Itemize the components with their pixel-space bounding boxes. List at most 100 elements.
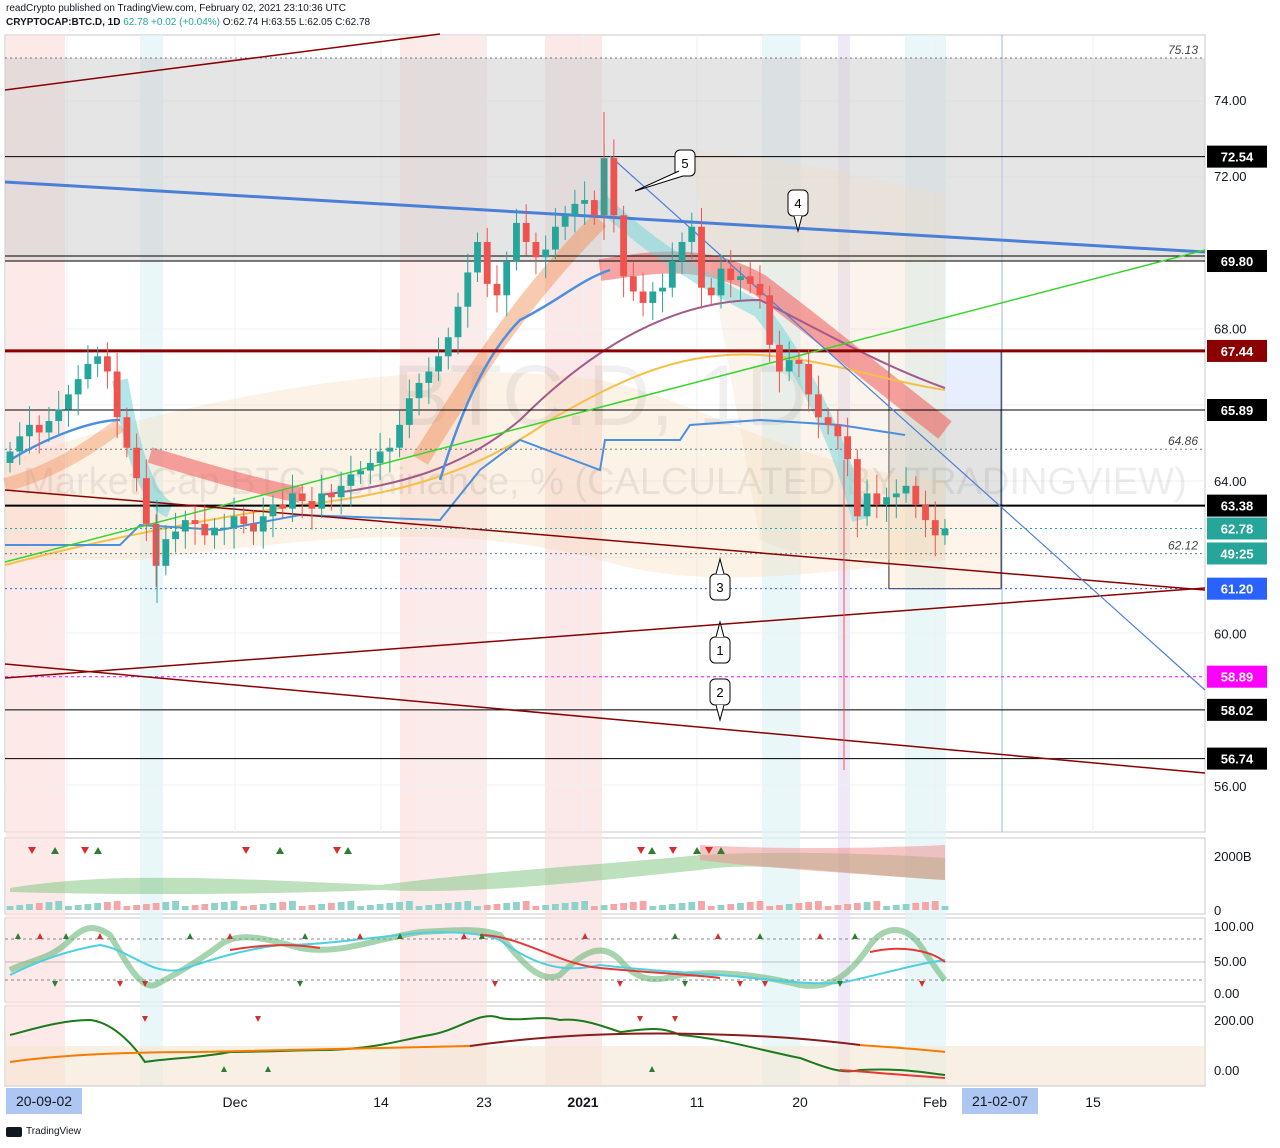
volume-bar [444,903,452,910]
volume-bar [776,905,783,910]
volume-bar [337,902,345,910]
osc-signal-icon [227,933,233,939]
sell-signal-icon [28,847,36,854]
wave-callout-1: 1 [709,620,731,664]
cci-signal-icon [255,1016,261,1022]
level-annotation-64.86: 64.86 [1168,434,1198,448]
volume-bar [386,903,394,910]
candle [737,276,744,281]
candle [620,215,628,277]
price-label-72.54: 72.54 [1221,150,1254,165]
volume-bar [250,905,257,910]
candle [912,485,920,505]
last-price: 62.78 [123,17,149,28]
volume-bar [629,902,637,910]
osc-signal-icon [15,933,21,939]
buy-signal-icon [276,847,284,854]
candle [298,493,306,502]
osc-signal-icon [672,933,678,939]
osc-signal-icon [837,981,843,987]
candle [649,291,657,303]
candle [756,283,764,296]
symbol-legend[interactable]: CRYPTOCAP:BTC.D, 1D 62.78 +0.02 (+0.04%)… [6,17,370,28]
sell-signal-icon [81,847,89,854]
wave-callout-5: 5 [634,149,696,192]
callout-label: 1 [716,643,723,658]
volume-bar [610,904,618,910]
price-change: +0.02 (+0.04%) [151,17,220,28]
tradingview-logo-icon [6,1126,22,1137]
candle [415,382,423,399]
time-tick-label: 14 [373,1094,389,1110]
price-label-box [1207,339,1267,362]
price-axis[interactable]: 74.00 72.00 68.00 64.00 60.00 56.00 72.54 69.80… [5,93,1267,794]
volume-bar [785,904,793,910]
candle [863,493,871,517]
price-label-box [1207,577,1267,600]
volume-bar [727,904,735,910]
cci-line [9,1015,946,1076]
osc-signal-icon [97,933,103,939]
cci-signal-icon [672,1016,678,1022]
candle [581,200,589,204]
volume-bar [668,904,676,910]
last-price-box [1207,517,1267,540]
buy-signal-icon [94,847,102,854]
candle [191,520,199,524]
price-label-box [1207,494,1267,517]
osc-signal-icon [357,933,363,939]
candle [35,424,43,433]
candle [785,360,793,372]
volume-bar [45,902,53,910]
candle [542,249,550,258]
time-tick-label: 20 [792,1094,808,1110]
descending-trendline [4,180,1206,254]
volume-bar [308,905,316,910]
cci-tick-label: 0.00 [1214,1063,1239,1078]
tradingview-brand[interactable]: TradingView [6,1126,81,1137]
volume-bar [357,906,365,910]
candle [746,276,754,284]
price-tick-label: 74.00 [1214,93,1247,108]
osc-signal-icon [479,933,485,939]
candle [941,528,949,536]
volume-bar [620,903,628,910]
candle [211,527,218,536]
volume-bar [698,901,705,910]
osc-signal-icon [682,981,688,987]
volume-bar [922,902,929,910]
candle [74,379,82,395]
volume-bar [581,901,589,910]
time-axis[interactable]: Dec 14 23 2021 11 20 Feb 15 20-09-02 21-02-07 [5,1085,1205,1114]
volume-bar [454,902,462,910]
candle [727,268,735,281]
volume-bar [756,901,764,910]
volume-bar [289,901,296,910]
cci-signal-icon [637,1016,643,1022]
candle [435,356,442,372]
candle [688,226,696,242]
callout-box [674,149,696,177]
wave-callout-2: 2 [709,678,731,722]
price-label-63.38: 63.38 [1221,499,1254,514]
volume-bar [639,901,647,910]
volume-bar [172,901,179,910]
candle [123,417,131,448]
ma-ribbon-orange [412,213,607,465]
sell-signal-icon [705,847,713,854]
volume-bar [55,901,63,910]
level-annotation-75.13: 75.13 [1168,43,1198,57]
candle [659,287,666,292]
cci-signal-icon [142,1016,148,1022]
wave-callouts[interactable]: 1 2 3 4 5 [634,149,809,722]
candle [474,241,481,273]
osc-line-red [229,934,946,979]
price-label-box [1207,747,1267,770]
osc-signal-icon [461,933,467,939]
volume-bar [600,905,608,910]
volume-bar [142,904,150,910]
candle [571,203,579,216]
price-tick-label: 72.00 [1214,169,1247,184]
volume-bar [542,905,550,910]
